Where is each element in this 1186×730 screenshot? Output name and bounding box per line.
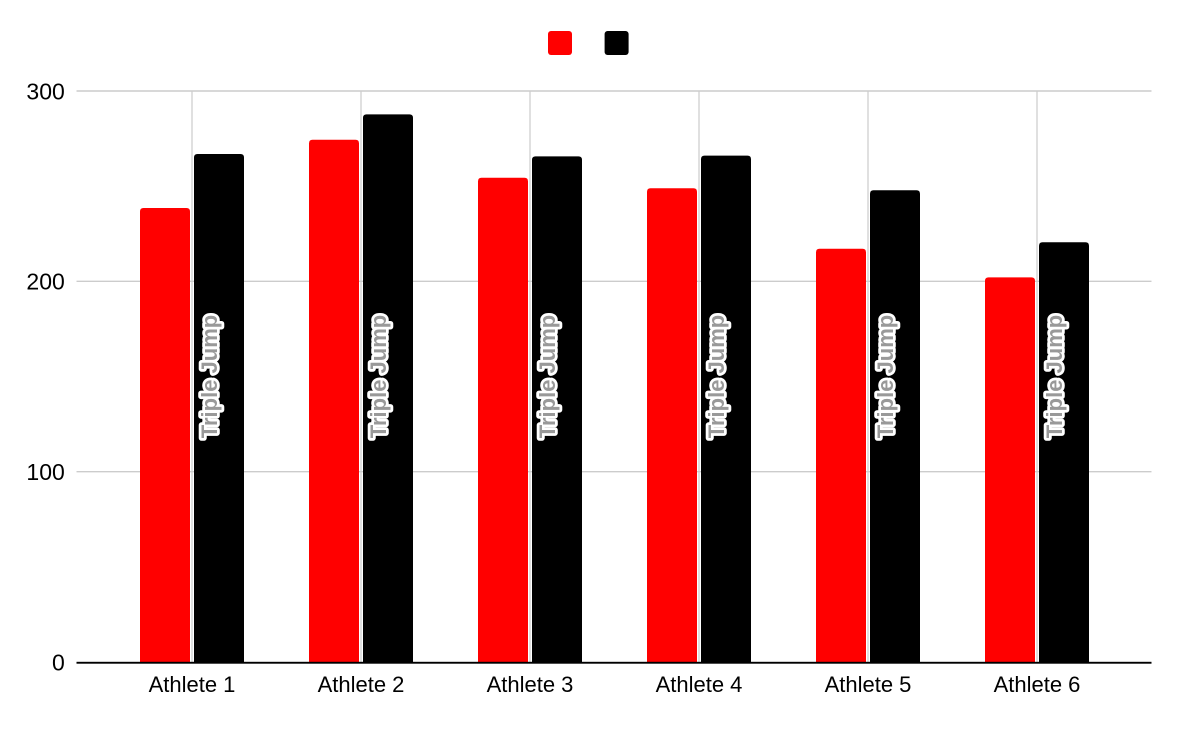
svg-text:Triple Jump: Triple Jump xyxy=(197,315,222,438)
svg-text:Athlete 3: Athlete 3 xyxy=(487,672,574,697)
svg-text:Athlete 4: Athlete 4 xyxy=(656,672,743,697)
svg-text:Athlete 1: Athlete 1 xyxy=(149,672,236,697)
svg-text:Athlete 5: Athlete 5 xyxy=(825,672,912,697)
svg-text:Triple Jump: Triple Jump xyxy=(366,315,391,438)
svg-text:Triple Jump: Triple Jump xyxy=(1042,315,1067,438)
svg-text:Triple Jump: Triple Jump xyxy=(704,315,729,438)
svg-text:Athlete 6: Athlete 6 xyxy=(994,672,1081,697)
svg-text:200: 200 xyxy=(26,269,64,295)
svg-text:100: 100 xyxy=(26,459,64,485)
svg-text:300: 300 xyxy=(26,78,64,104)
svg-text:Athlete 2: Athlete 2 xyxy=(318,672,405,697)
svg-text:Triple Jump: Triple Jump xyxy=(873,315,898,438)
svg-text:0: 0 xyxy=(52,649,65,675)
svg-text:Triple Jump: Triple Jump xyxy=(535,315,560,438)
